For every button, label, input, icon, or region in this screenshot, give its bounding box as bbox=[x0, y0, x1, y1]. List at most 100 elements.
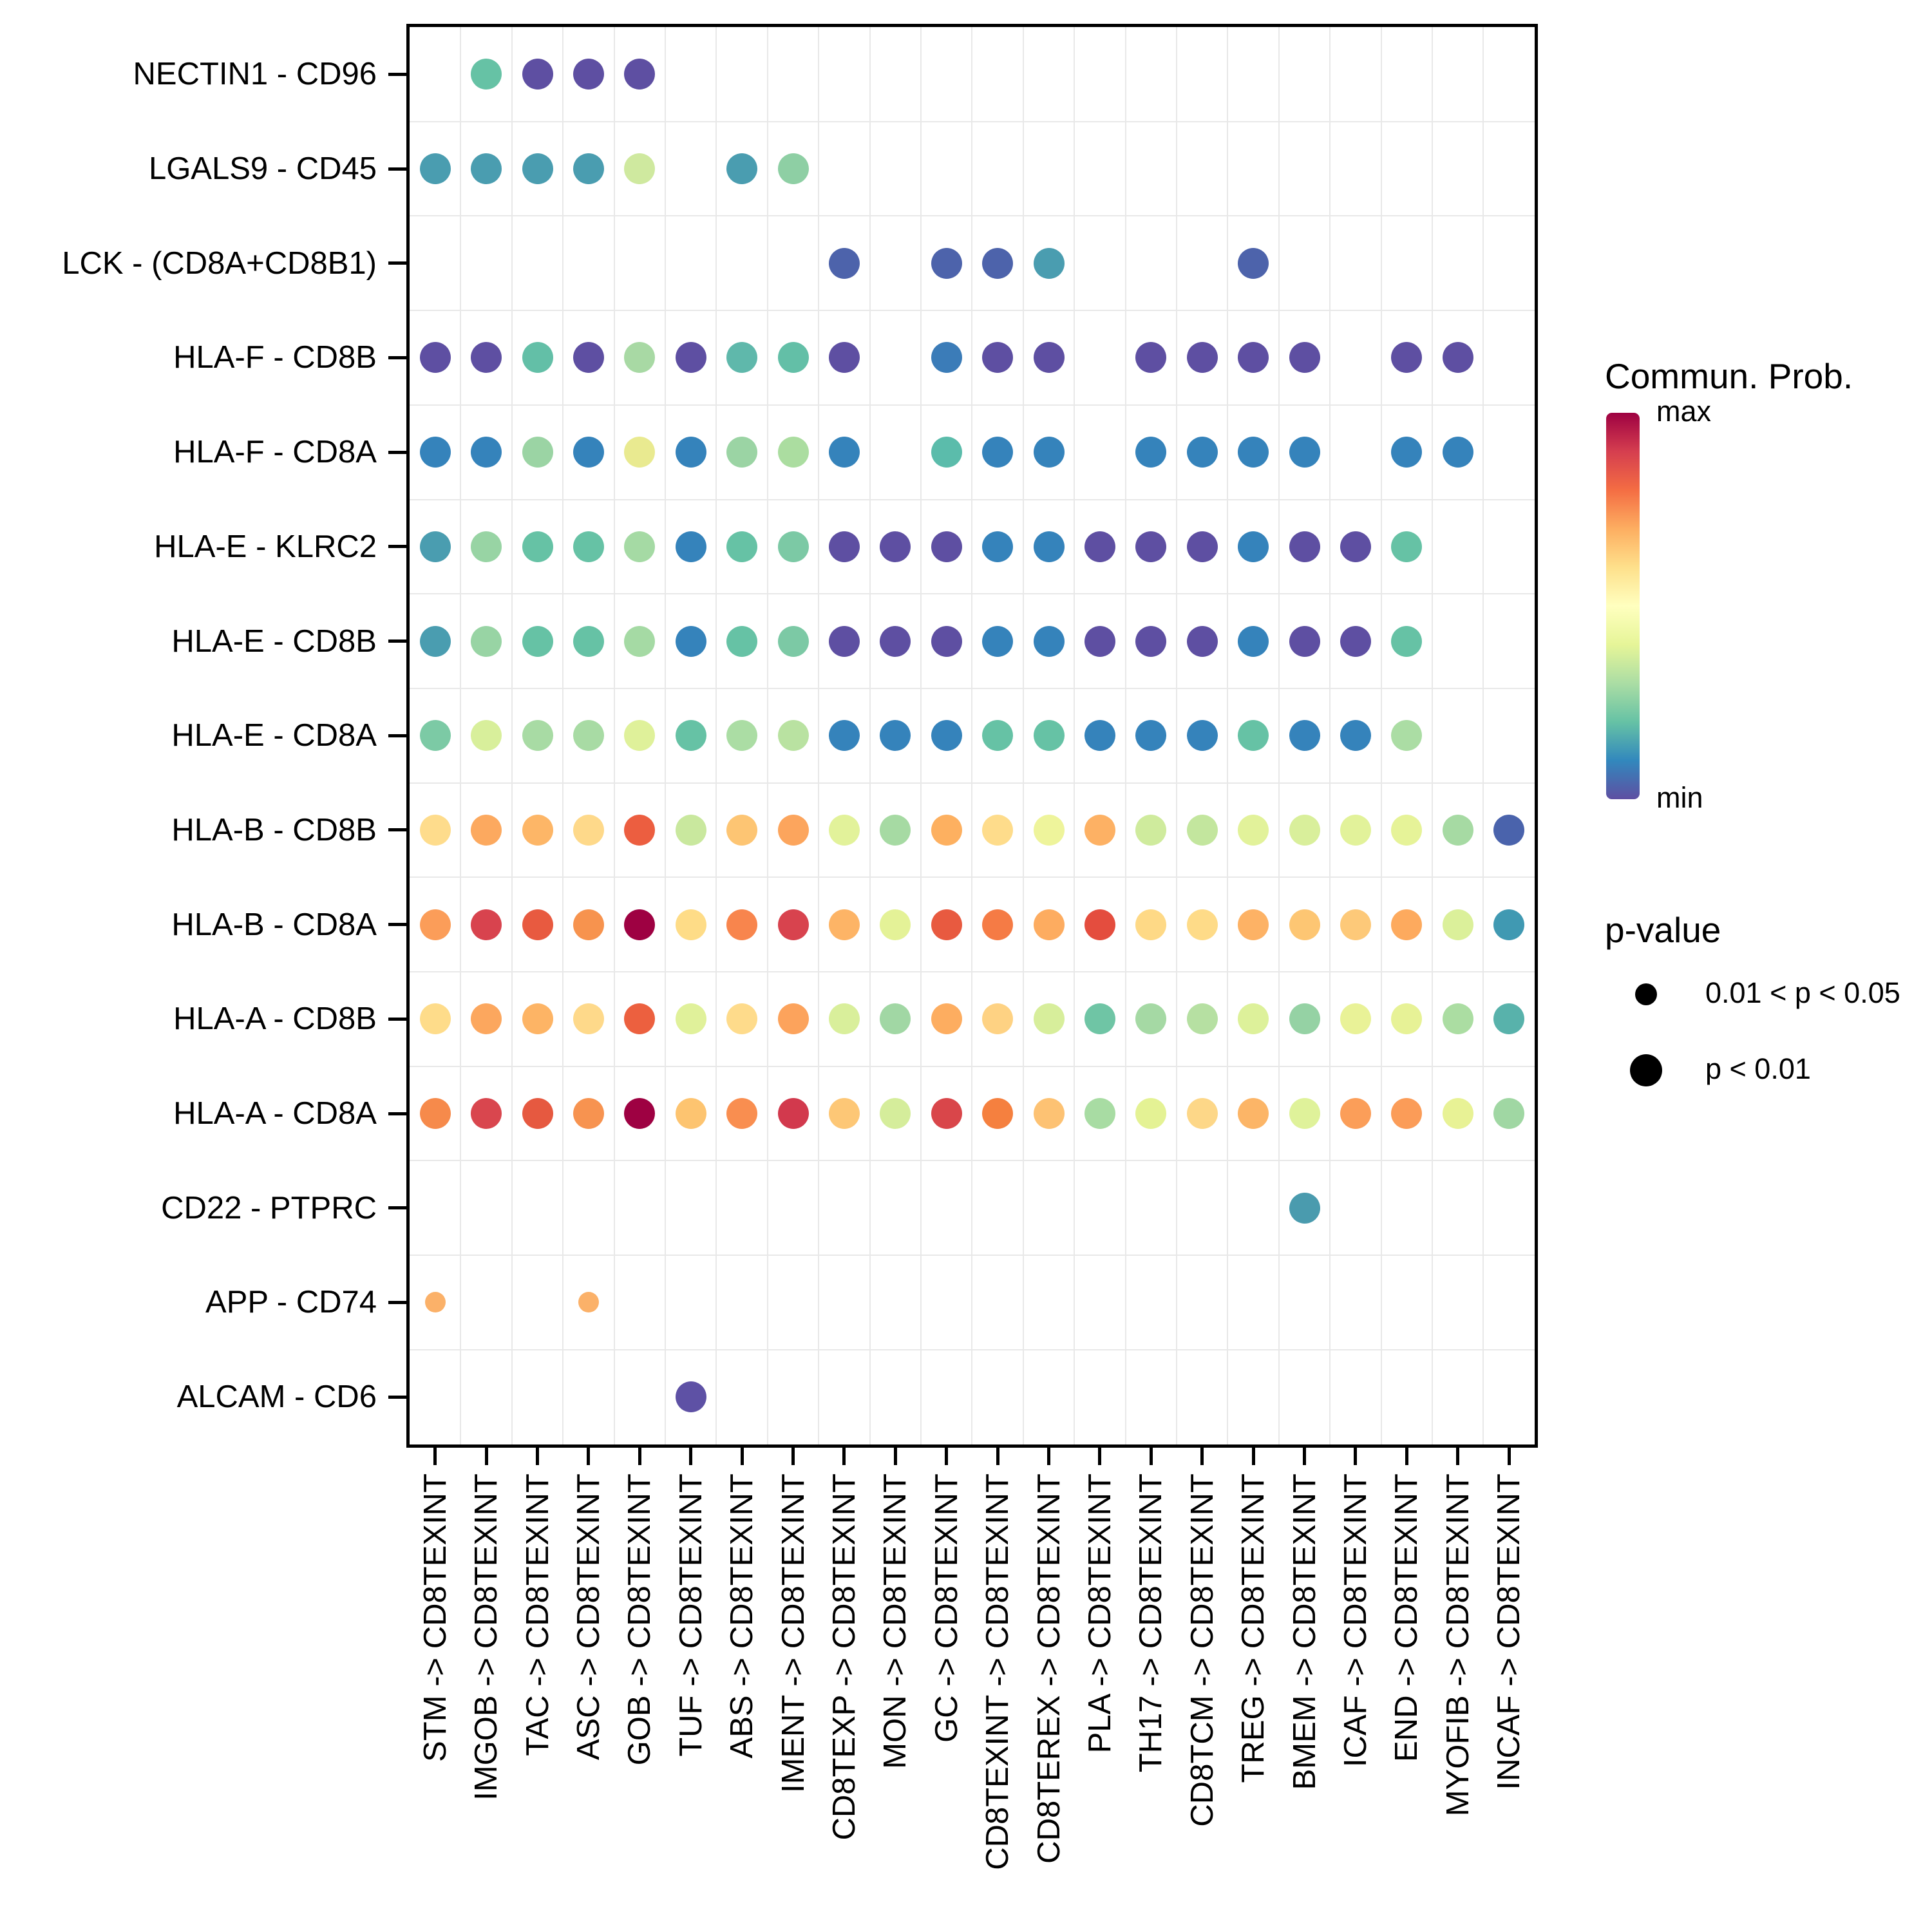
data-dot bbox=[1135, 342, 1167, 374]
gridline-horizontal bbox=[410, 1349, 1535, 1350]
colorbar-max-label: max bbox=[1656, 395, 1712, 428]
x-axis-label: CD8TEREX -> CD8TEXINT bbox=[1031, 1473, 1066, 1864]
x-axis-tick bbox=[996, 1447, 999, 1465]
data-dot bbox=[522, 909, 553, 940]
x-axis-label: ICAF -> CD8TEXINT bbox=[1338, 1473, 1373, 1768]
gridline-vertical bbox=[766, 27, 768, 1444]
data-dot bbox=[1135, 1003, 1167, 1035]
data-dot bbox=[777, 909, 809, 940]
data-dot bbox=[931, 720, 962, 752]
gridline-vertical bbox=[1380, 27, 1382, 1444]
data-dot bbox=[1391, 437, 1423, 468]
x-axis-label: CD8TCM -> CD8TEXINT bbox=[1184, 1473, 1220, 1827]
data-dot bbox=[1442, 909, 1473, 940]
gridline-vertical bbox=[665, 27, 666, 1444]
data-dot bbox=[1289, 1192, 1320, 1224]
gridline-vertical bbox=[1278, 27, 1280, 1444]
data-dot bbox=[1238, 625, 1269, 657]
x-axis-tick bbox=[791, 1447, 795, 1465]
data-dot bbox=[1186, 814, 1218, 846]
data-dot bbox=[982, 342, 1014, 374]
data-dot bbox=[1442, 1003, 1473, 1035]
data-dot bbox=[1033, 909, 1065, 940]
data-dot bbox=[1391, 531, 1423, 562]
data-dot bbox=[1289, 531, 1320, 562]
data-dot bbox=[1493, 1003, 1525, 1035]
data-dot bbox=[1391, 342, 1423, 374]
x-axis-tick bbox=[1098, 1447, 1102, 1465]
data-dot bbox=[828, 720, 860, 752]
data-dot bbox=[982, 720, 1014, 752]
gridline-horizontal bbox=[410, 1065, 1535, 1067]
data-dot bbox=[419, 1003, 451, 1035]
y-axis-label: NECTIN1 - CD96 bbox=[133, 57, 377, 92]
gridline-horizontal bbox=[410, 498, 1535, 500]
y-axis-tick bbox=[388, 261, 406, 265]
gridline-vertical bbox=[1329, 27, 1331, 1444]
y-axis-label: HLA-B - CD8B bbox=[171, 812, 377, 848]
data-dot bbox=[1186, 531, 1218, 562]
data-dot bbox=[471, 814, 502, 846]
data-dot bbox=[777, 531, 809, 562]
gridline-vertical bbox=[1227, 27, 1229, 1444]
data-dot bbox=[1289, 625, 1320, 657]
x-axis-label: BMEM -> CD8TEXINT bbox=[1287, 1473, 1322, 1790]
x-axis-tick bbox=[1456, 1447, 1460, 1465]
data-dot bbox=[1135, 625, 1167, 657]
data-dot bbox=[1391, 720, 1423, 752]
data-dot bbox=[931, 909, 962, 940]
data-dot bbox=[419, 437, 451, 468]
x-axis-tick bbox=[1303, 1447, 1306, 1465]
data-dot bbox=[880, 909, 911, 940]
data-dot bbox=[1186, 437, 1218, 468]
data-dot bbox=[573, 909, 604, 940]
data-dot bbox=[982, 814, 1014, 846]
pvalue-large-label: p < 0.01 bbox=[1705, 1052, 1811, 1085]
y-axis-label: ALCAM - CD6 bbox=[176, 1379, 377, 1415]
data-dot bbox=[573, 153, 604, 185]
pvalue-large-dot-icon bbox=[1630, 1054, 1662, 1086]
data-dot bbox=[982, 1098, 1014, 1130]
x-axis-label: IMGOB -> CD8TEXINT bbox=[469, 1473, 504, 1801]
pvalue-legend-title: p-value bbox=[1605, 910, 1721, 950]
data-dot bbox=[828, 814, 860, 846]
data-dot bbox=[419, 814, 451, 846]
y-axis-tick bbox=[388, 1017, 406, 1021]
data-dot bbox=[1493, 1098, 1525, 1130]
y-axis-tick bbox=[388, 1206, 406, 1210]
gridline-horizontal bbox=[410, 782, 1535, 784]
data-dot bbox=[1186, 1098, 1218, 1130]
x-axis-label: INCAF -> CD8TEXINT bbox=[1492, 1473, 1527, 1790]
data-dot bbox=[471, 1098, 502, 1130]
data-dot bbox=[1033, 1098, 1065, 1130]
colorbar-gradient bbox=[1606, 413, 1640, 799]
data-dot bbox=[675, 342, 706, 374]
y-axis-tick bbox=[388, 1395, 406, 1399]
gridline-horizontal bbox=[410, 687, 1535, 689]
data-dot bbox=[1238, 342, 1269, 374]
data-dot bbox=[419, 909, 451, 940]
gridline-vertical bbox=[460, 27, 462, 1444]
x-axis-tick bbox=[484, 1447, 488, 1465]
x-axis-label: ABS -> CD8TEXINT bbox=[724, 1473, 760, 1759]
data-dot bbox=[828, 247, 860, 279]
data-dot bbox=[1340, 1003, 1371, 1035]
gridline-vertical bbox=[1176, 27, 1177, 1444]
data-dot bbox=[931, 437, 962, 468]
data-dot bbox=[931, 531, 962, 562]
x-axis-label: GOB -> CD8TEXINT bbox=[622, 1473, 658, 1766]
data-dot bbox=[1135, 531, 1167, 562]
x-axis-tick bbox=[1354, 1447, 1358, 1465]
gridline-vertical bbox=[1124, 27, 1126, 1444]
data-dot bbox=[624, 437, 656, 468]
data-dot bbox=[931, 814, 962, 846]
gridline-horizontal bbox=[410, 1160, 1535, 1162]
data-dot bbox=[573, 1003, 604, 1035]
data-dot bbox=[624, 1098, 656, 1130]
data-dot bbox=[471, 1003, 502, 1035]
gridline-vertical bbox=[613, 27, 615, 1444]
x-axis-label: END -> CD8TEXINT bbox=[1389, 1473, 1425, 1762]
data-dot bbox=[573, 720, 604, 752]
data-dot bbox=[573, 531, 604, 562]
pvalue-small-label: 0.01 < p < 0.05 bbox=[1705, 976, 1900, 1009]
